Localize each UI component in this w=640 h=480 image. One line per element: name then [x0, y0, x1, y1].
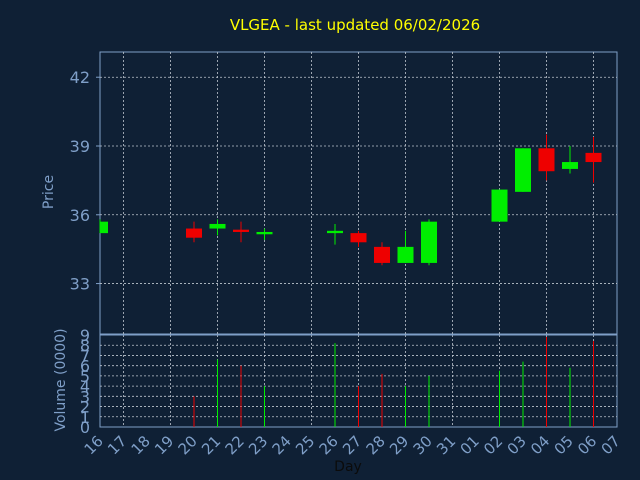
- price-tick-label: 33: [70, 275, 90, 294]
- volume-tick-label: 0: [80, 418, 90, 437]
- candle-27: [350, 230, 367, 247]
- volume-tick-label: 3: [80, 387, 90, 406]
- price-tick-label: 39: [70, 137, 90, 156]
- price-tick-label: 42: [70, 68, 90, 87]
- candle-body: [397, 246, 414, 263]
- x-axis-label: Day: [334, 459, 362, 475]
- candle-20: [186, 221, 202, 243]
- candle-16: [99, 219, 108, 234]
- candle-28: [374, 242, 390, 266]
- candle-body: [100, 221, 108, 234]
- price-panel: 33 36 39 42: [70, 51, 618, 335]
- price-tick-label: 36: [70, 206, 90, 225]
- volume-tick-label: 4: [80, 377, 90, 396]
- volume-tick-label: 8: [80, 336, 90, 355]
- candle-body: [374, 246, 390, 263]
- candle-23: [256, 228, 273, 240]
- candle-30: [421, 219, 437, 266]
- candle-body: [233, 229, 249, 232]
- candle-body: [350, 233, 367, 243]
- chart-title: VLGEA - last updated 06/02/2026: [230, 16, 480, 34]
- candle-body: [515, 148, 531, 192]
- candle-02: [491, 189, 508, 222]
- candle-body: [538, 148, 555, 172]
- candle-body: [585, 152, 602, 163]
- candle-03: [515, 148, 531, 192]
- candle-04: [538, 134, 555, 181]
- candle-body: [256, 231, 273, 235]
- candle-22: [233, 221, 249, 243]
- candle-body: [327, 230, 343, 234]
- volume-tick-label: 1: [80, 408, 90, 427]
- candle-body: [491, 189, 508, 222]
- candle-body: [562, 162, 578, 169]
- volume-tick-label: 5: [80, 367, 90, 386]
- candle-21: [209, 219, 226, 236]
- x-axis: 1617181920212223242526272829303101020304…: [81, 432, 624, 458]
- volume-tick-label: 2: [80, 398, 90, 417]
- candle-29: [397, 230, 414, 263]
- candle-body: [421, 221, 437, 263]
- candle-06: [585, 136, 602, 183]
- candle-05: [562, 146, 578, 174]
- volume-tick-label: 9: [80, 326, 90, 345]
- candle-body: [186, 228, 202, 238]
- volume-tick-label: 7: [80, 346, 90, 365]
- volume-axis-label: Volume (0000): [53, 328, 69, 431]
- candle-body: [209, 223, 226, 229]
- candle-26: [327, 223, 343, 245]
- volume-tick-label: 6: [80, 357, 90, 376]
- price-axis-label: Price: [41, 175, 57, 209]
